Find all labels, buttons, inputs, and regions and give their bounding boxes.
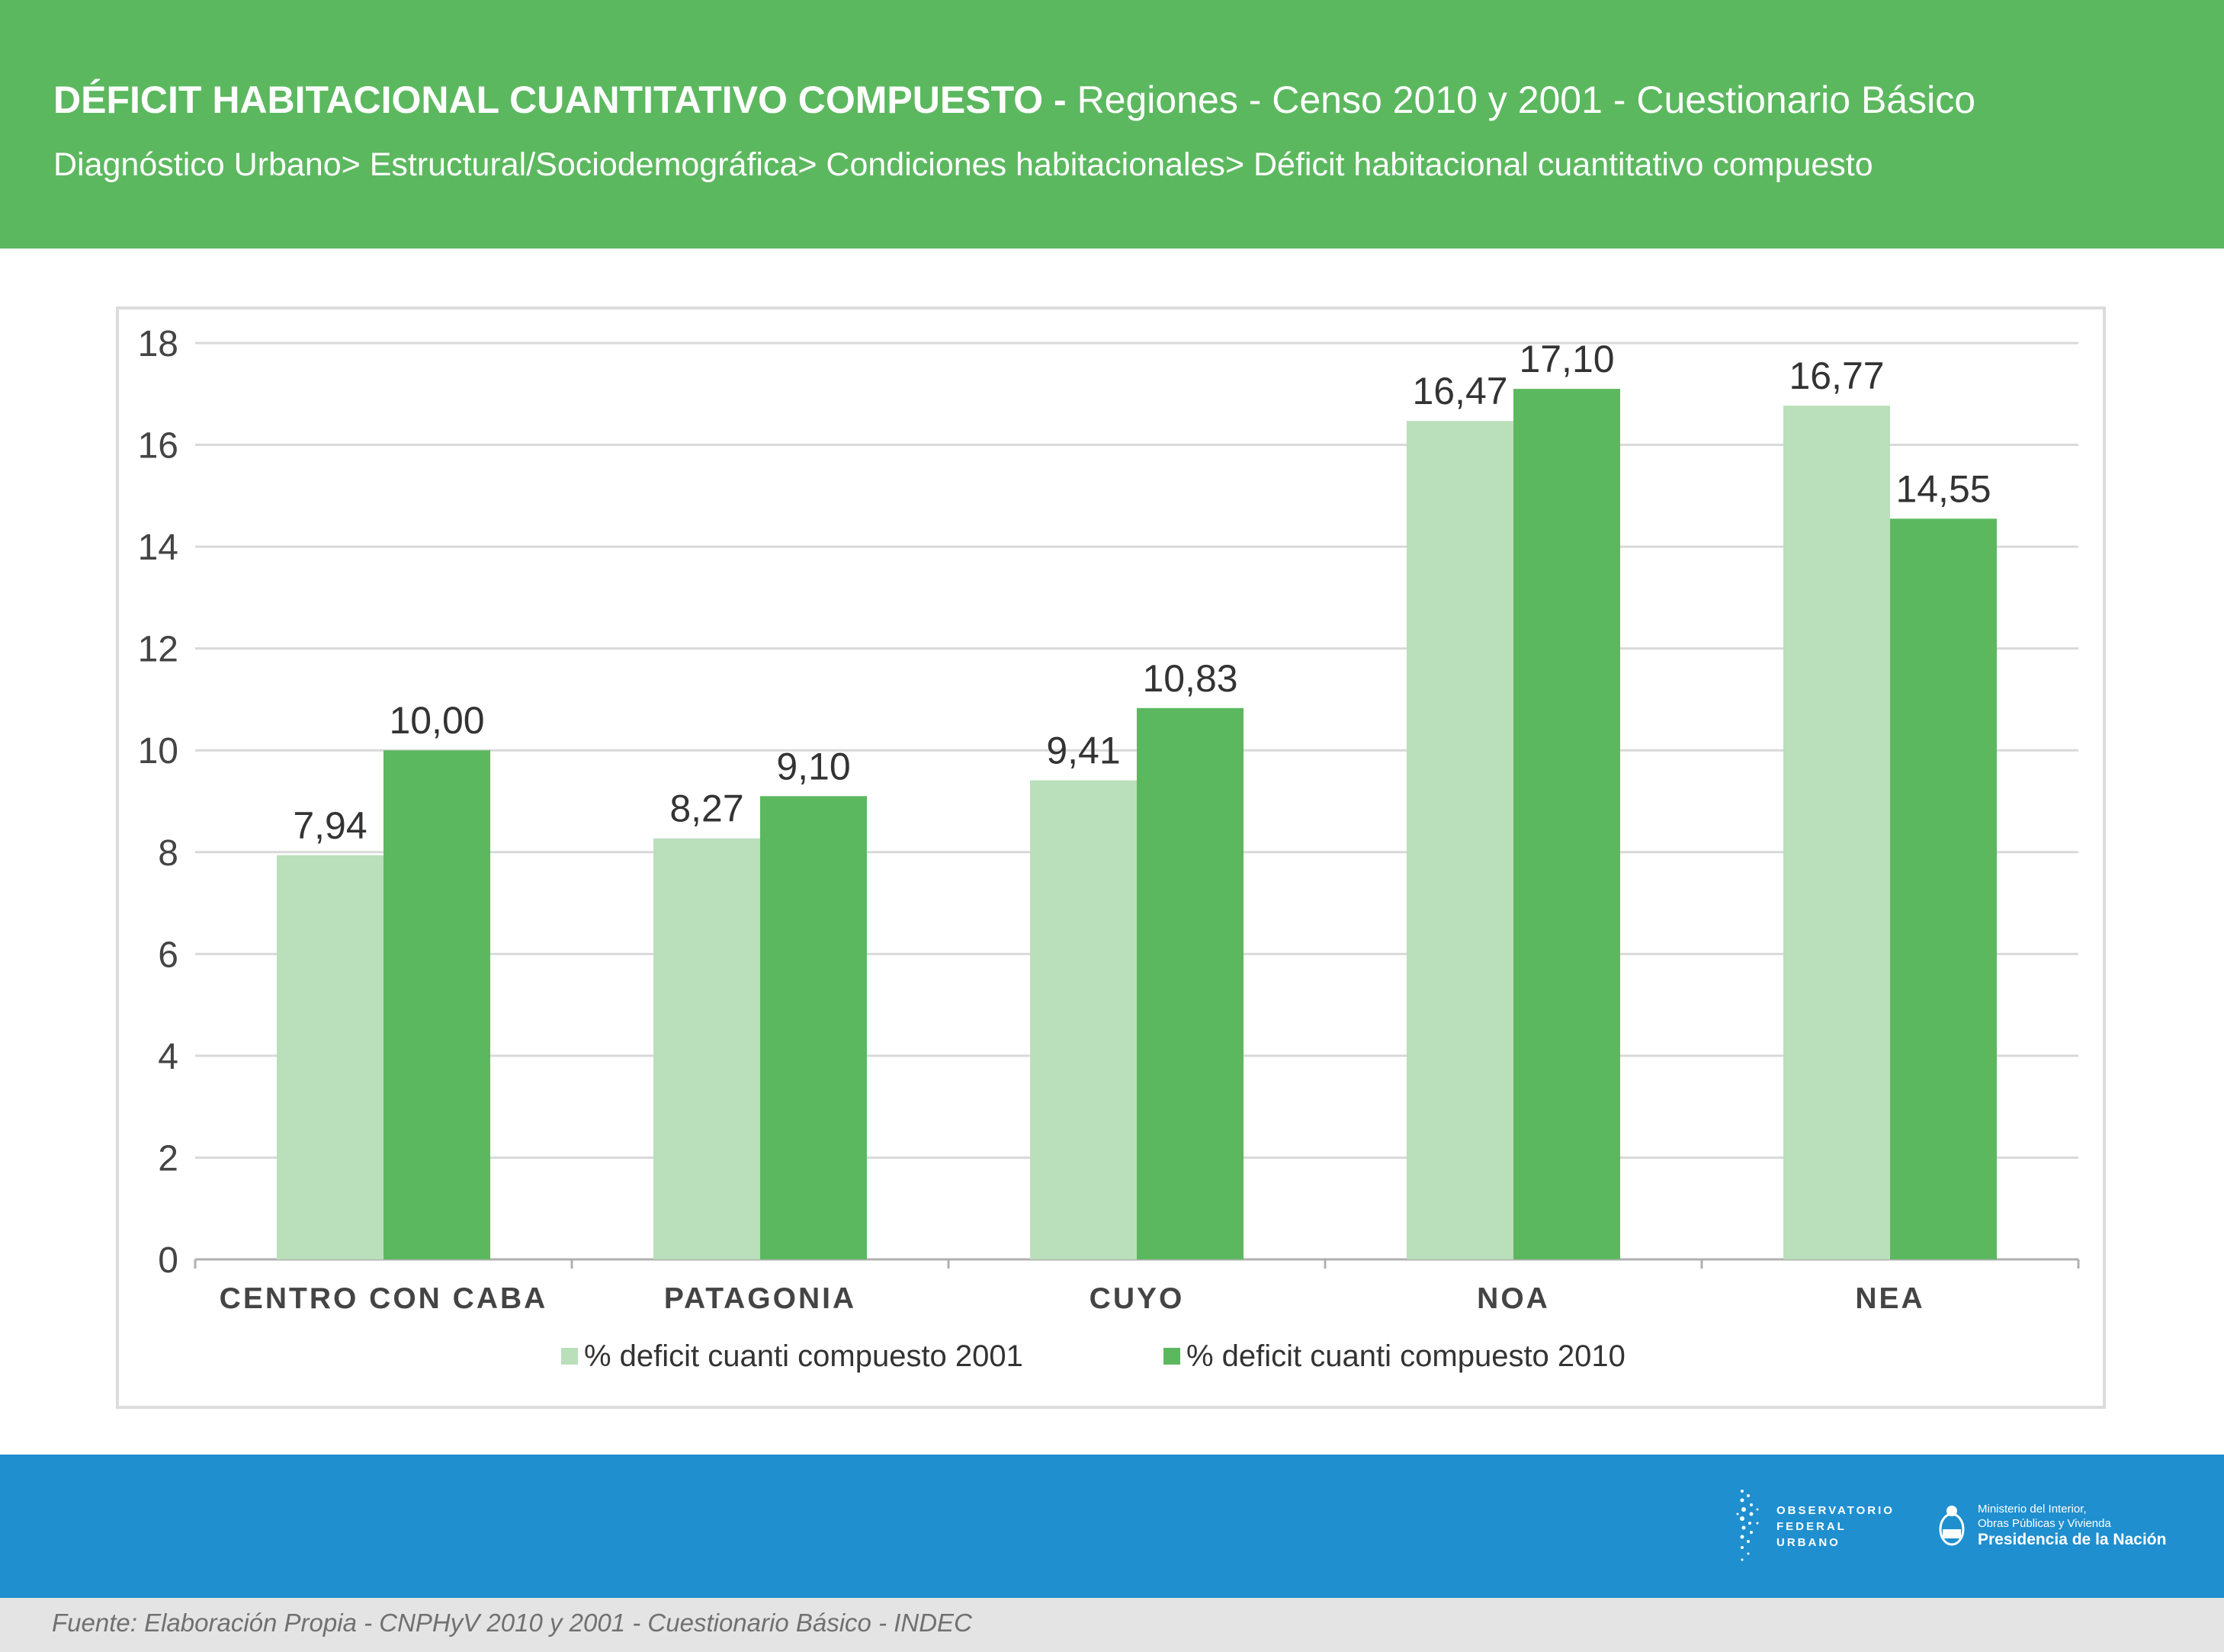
data-label: 10,83 xyxy=(1142,657,1237,700)
ofu-line: FEDERAL xyxy=(1776,1520,1847,1533)
data-label: 17,10 xyxy=(1519,338,1614,380)
x-category-label: NEA xyxy=(1855,1282,1924,1315)
ministry-line-1: Ministerio del Interior, xyxy=(1978,1503,2087,1516)
data-label: 7,94 xyxy=(293,804,367,847)
legend-swatch xyxy=(1163,1348,1180,1365)
y-tick-label: 10 xyxy=(138,731,178,771)
data-label: 10,00 xyxy=(389,699,484,742)
y-tick-label: 4 xyxy=(158,1037,178,1077)
ministry-line-2: Obras Públicas y Vivienda xyxy=(1978,1517,2111,1530)
y-tick-label: 14 xyxy=(138,528,178,568)
title-rest: Regiones - Censo 2010 y 2001 - Cuestiona… xyxy=(1066,79,1976,121)
legend-label: % deficit cuanti compuesto 2010 xyxy=(1186,1339,1625,1373)
bar xyxy=(1783,406,1890,1259)
data-label: 9,41 xyxy=(1046,730,1120,772)
breadcrumb: Diagnóstico Urbano> Estructural/Sociodem… xyxy=(53,146,1873,183)
data-label: 9,10 xyxy=(776,745,850,788)
bar xyxy=(1137,707,1244,1259)
observatorio-logo-text: OBSERVATORIO FEDERAL URBANO xyxy=(1776,1503,1895,1551)
y-tick-label: 16 xyxy=(138,426,178,467)
y-tick-label: 2 xyxy=(158,1138,178,1179)
data-label: 14,55 xyxy=(1895,467,1991,510)
ministry-line-3: Presidencia de la Nación xyxy=(1978,1531,2167,1548)
chart-frame: 0 2 4 6 8 10 12 14 16 18 7,94 10,00 CENTRO CON CABA 8… xyxy=(116,306,2106,1409)
ofu-line: URBANO xyxy=(1776,1536,1840,1549)
y-tick-label: 8 xyxy=(158,833,178,874)
bar-chart: 0 2 4 6 8 10 12 14 16 18 7,94 10,00 CENTRO CON CABA 8… xyxy=(138,324,2080,1373)
bar xyxy=(653,838,760,1259)
ofu-line: OBSERVATORIO xyxy=(1776,1504,1895,1517)
legend-swatch xyxy=(561,1348,578,1365)
x-category-label: CUYO xyxy=(1090,1282,1185,1315)
data-label: 16,47 xyxy=(1412,370,1507,412)
bar xyxy=(1890,518,1997,1259)
legend-label: % deficit cuanti compuesto 2001 xyxy=(584,1339,1023,1373)
y-tick-label: 12 xyxy=(138,630,178,670)
source-band xyxy=(0,1598,2224,1652)
y-tick-label: 0 xyxy=(158,1240,178,1281)
x-category-label: PATAGONIA xyxy=(664,1282,856,1315)
header-banner: DÉFICIT HABITACIONAL CUANTITATIVO COMPUE… xyxy=(0,0,2224,249)
bar xyxy=(1407,421,1513,1260)
footer-band xyxy=(0,1455,2224,1598)
y-tick-label: 6 xyxy=(158,935,178,975)
x-category-label: NOA xyxy=(1477,1282,1550,1315)
bar xyxy=(277,855,384,1259)
source-note: Fuente: Elaboración Propia - CNPHyV 2010… xyxy=(52,1609,972,1637)
bar xyxy=(384,750,490,1259)
bar xyxy=(760,796,867,1259)
ministry-logo-text: Ministerio del Interior, Obras Públicas … xyxy=(1978,1502,2167,1548)
page-title: DÉFICIT HABITACIONAL CUANTITATIVO COMPUE… xyxy=(53,78,1975,122)
bar xyxy=(1030,780,1137,1259)
x-category-label: CENTRO CON CABA xyxy=(220,1282,548,1315)
bar xyxy=(1513,389,1620,1260)
data-label: 16,77 xyxy=(1789,354,1884,397)
y-tick-label: 18 xyxy=(138,324,178,364)
observatorio-logo-icon xyxy=(1736,1490,1759,1561)
title-bold: DÉFICIT HABITACIONAL CUANTITATIVO COMPUE… xyxy=(53,79,1067,121)
coat-of-arms-icon xyxy=(1939,1506,1965,1546)
data-label: 8,27 xyxy=(669,788,743,830)
